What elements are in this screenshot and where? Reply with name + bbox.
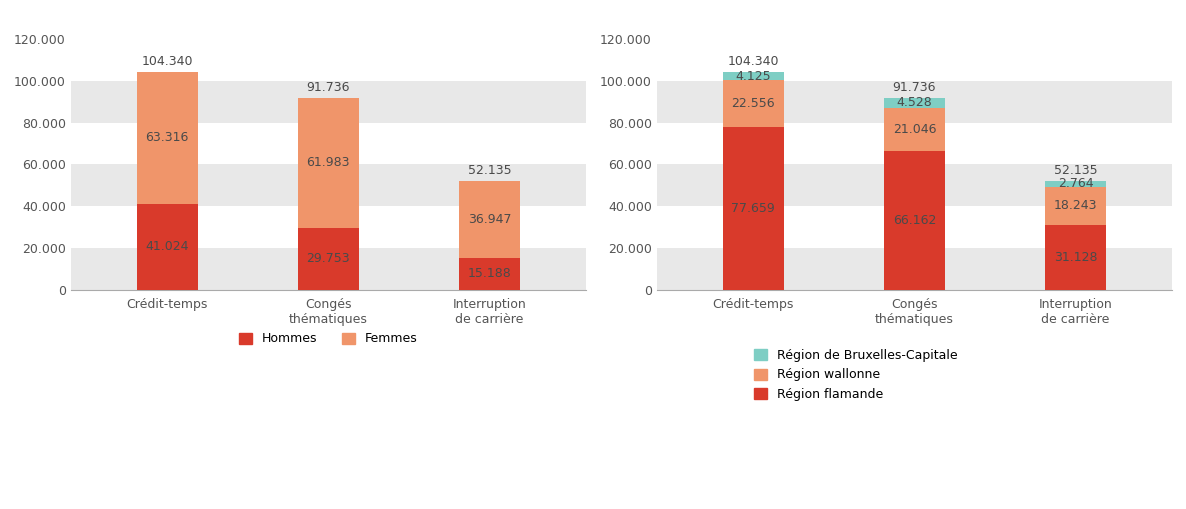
Bar [1045,224,1107,290]
Bar [71,123,586,164]
Bar [71,206,586,248]
Bar [71,248,586,290]
Text: 29.753: 29.753 [306,252,350,265]
Bar [657,123,1172,164]
Bar [657,248,1172,290]
Text: 4.125: 4.125 [735,70,771,82]
Bar [657,206,1172,248]
Bar [298,228,359,290]
Bar [136,72,198,204]
Text: 21.046: 21.046 [893,123,936,136]
Bar [722,80,784,127]
Bar [657,39,1172,81]
Text: 2.764: 2.764 [1058,177,1093,190]
Legend: Hommes, Femmes: Hommes, Femmes [234,327,422,351]
Text: 61.983: 61.983 [307,156,350,169]
Bar [459,258,519,290]
Bar [657,164,1172,206]
Text: 36.947: 36.947 [467,213,511,226]
Bar [722,127,784,290]
Text: 15.188: 15.188 [467,267,511,280]
Text: 104.340: 104.340 [141,55,193,68]
Text: 41.024: 41.024 [146,240,189,253]
Bar [722,72,784,80]
Text: 31.128: 31.128 [1053,251,1097,264]
Bar [657,81,1172,123]
Text: 18.243: 18.243 [1053,199,1097,212]
Text: 91.736: 91.736 [893,81,936,94]
Text: 52.135: 52.135 [1053,164,1097,177]
Bar [459,181,519,258]
Text: 63.316: 63.316 [146,131,189,145]
Bar [136,204,198,290]
Text: 77.659: 77.659 [732,202,776,215]
Bar [1045,181,1107,187]
Text: 91.736: 91.736 [307,81,350,94]
Text: 4.528: 4.528 [897,96,932,109]
Text: 52.135: 52.135 [467,164,511,177]
Bar [298,98,359,228]
Bar [71,81,586,123]
Bar [884,98,945,107]
Bar [71,164,586,206]
Text: 104.340: 104.340 [727,55,779,68]
Bar [71,39,586,81]
Bar [1045,187,1107,224]
Bar [884,107,945,152]
Legend: Région de Bruxelles-Capitale, Région wallonne, Région flamande: Région de Bruxelles-Capitale, Région wal… [750,344,963,406]
Text: 66.162: 66.162 [893,214,936,227]
Text: 22.556: 22.556 [732,97,776,110]
Bar [884,152,945,290]
